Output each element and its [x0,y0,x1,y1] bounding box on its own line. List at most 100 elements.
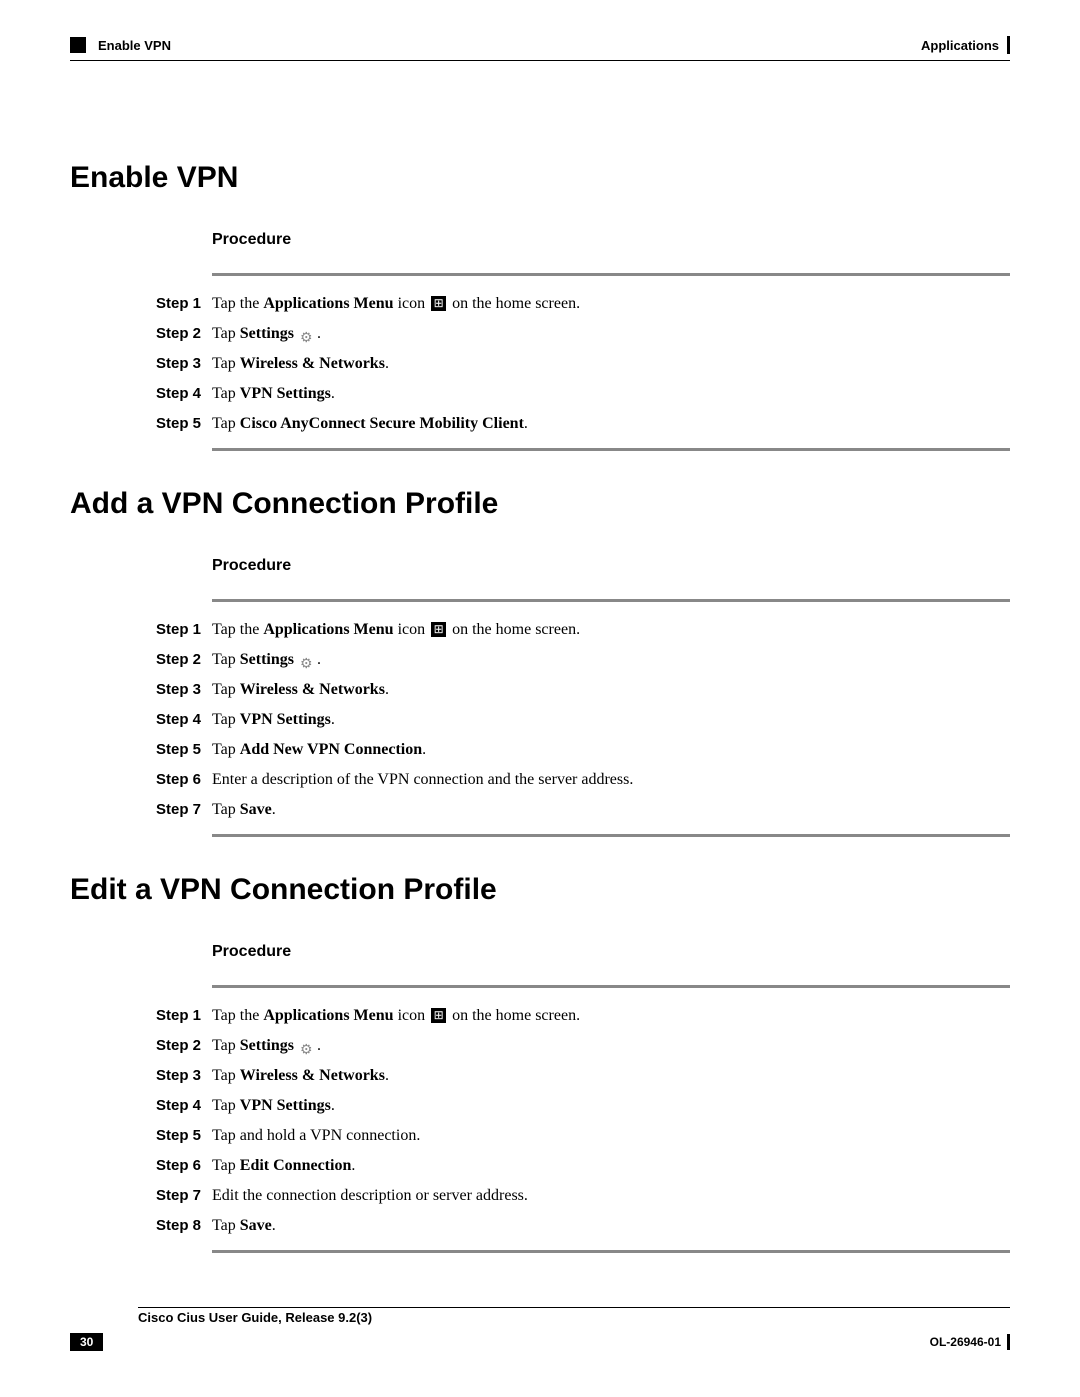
steps-rule-bottom [212,448,1010,451]
bold-text: Settings [240,325,294,342]
step-row: Step 8Tap Save. [156,1214,1010,1238]
step-text: Tap Settings . [212,1034,321,1058]
step-label: Step 5 [156,413,212,436]
section-title: Add a VPN Connection Profile [70,487,1010,521]
step-label: Step 4 [156,383,212,406]
steps-rule-top [212,985,1010,988]
steps-block: Step 1Tap the Applications Menu icon on … [156,985,1010,1253]
step-label: Step 4 [156,709,212,732]
bold-text: Cisco AnyConnect Secure Mobility Client [240,415,524,432]
step-row: Step 1Tap the Applications Menu icon on … [156,1004,1010,1028]
settings-icon [300,1038,315,1053]
apps-menu-icon [431,1008,446,1023]
step-label: Step 6 [156,1155,212,1178]
bold-text: Applications Menu [263,621,393,638]
step-text: Tap and hold a VPN connection. [212,1124,420,1148]
step-label: Step 5 [156,1125,212,1148]
bold-text: Wireless & Networks [240,681,385,698]
header-chapter-name: Applications [921,38,999,53]
steps-rule-bottom [212,834,1010,837]
steps-rule-bottom [212,1250,1010,1253]
step-label: Step 7 [156,799,212,822]
bold-text: Applications Menu [263,1007,393,1024]
step-label: Step 1 [156,1005,212,1028]
step-row: Step 6Tap Edit Connection. [156,1154,1010,1178]
steps-rule-top [212,599,1010,602]
square-marker-icon [70,37,86,53]
step-label: Step 8 [156,1215,212,1238]
bold-text: Save [240,801,272,818]
page-header: Enable VPN Applications [70,36,1010,54]
step-label: Step 2 [156,649,212,672]
step-text: Tap the Applications Menu icon on the ho… [212,1004,580,1028]
step-row: Step 2Tap Settings . [156,1034,1010,1058]
bold-text: Save [240,1217,272,1234]
doc-id-text: OL-26946-01 [930,1335,1001,1349]
bold-text: Settings [240,1037,294,1054]
step-row: Step 3Tap Wireless & Networks. [156,352,1010,376]
step-text: Edit the connection description or serve… [212,1184,528,1208]
doc-id-bar-icon [1007,1334,1010,1350]
step-text: Tap Add New VPN Connection. [212,738,426,762]
step-text: Tap VPN Settings. [212,1094,335,1118]
procedure-label: Procedure [212,557,1010,575]
page-footer: Cisco Cius User Guide, Release 9.2(3) 30… [70,1307,1010,1351]
settings-icon [300,326,315,341]
header-rule [70,60,1010,61]
footer-bottom: 30 OL-26946-01 [70,1333,1010,1351]
step-text: Tap the Applications Menu icon on the ho… [212,292,580,316]
step-label: Step 5 [156,739,212,762]
procedure-label: Procedure [212,231,1010,249]
section-title: Edit a VPN Connection Profile [70,873,1010,907]
step-label: Step 3 [156,679,212,702]
step-text: Tap Settings . [212,322,321,346]
step-row: Step 1Tap the Applications Menu icon on … [156,292,1010,316]
bold-text: Edit Connection [240,1157,352,1174]
settings-icon [300,652,315,667]
step-label: Step 2 [156,323,212,346]
step-label: Step 6 [156,769,212,792]
apps-menu-icon [431,296,446,311]
steps-rule-top [212,273,1010,276]
step-row: Step 5Tap Cisco AnyConnect Secure Mobili… [156,412,1010,436]
bold-text: Wireless & Networks [240,355,385,372]
steps-block: Step 1Tap the Applications Menu icon on … [156,599,1010,837]
bold-text: Wireless & Networks [240,1067,385,1084]
step-text: Tap Save. [212,798,276,822]
step-text: Tap Cisco AnyConnect Secure Mobility Cli… [212,412,528,436]
step-label: Step 7 [156,1185,212,1208]
bold-text: VPN Settings [240,385,331,402]
step-label: Step 1 [156,619,212,642]
footer-rule [138,1307,1010,1308]
step-text: Tap the Applications Menu icon on the ho… [212,618,580,642]
step-text: Enter a description of the VPN connectio… [212,768,633,792]
step-row: Step 2Tap Settings . [156,322,1010,346]
step-row: Step 7Tap Save. [156,798,1010,822]
step-text: Tap Settings . [212,648,321,672]
step-row: Step 2Tap Settings . [156,648,1010,672]
doc-id: OL-26946-01 [930,1334,1010,1350]
step-text: Tap Wireless & Networks. [212,352,389,376]
bold-text: Settings [240,651,294,668]
footer-doc-title: Cisco Cius User Guide, Release 9.2(3) [138,1310,1010,1325]
step-text: Tap Wireless & Networks. [212,1064,389,1088]
procedure-label: Procedure [212,943,1010,961]
bold-text: Add New VPN Connection [240,741,422,758]
step-row: Step 3Tap Wireless & Networks. [156,1064,1010,1088]
step-label: Step 1 [156,293,212,316]
step-row: Step 4Tap VPN Settings. [156,382,1010,406]
step-label: Step 4 [156,1095,212,1118]
step-label: Step 2 [156,1035,212,1058]
header-right: Applications [921,36,1010,54]
step-text: Tap VPN Settings. [212,382,335,406]
apps-menu-icon [431,622,446,637]
step-text: Tap VPN Settings. [212,708,335,732]
step-text: Tap Wireless & Networks. [212,678,389,702]
step-row: Step 7Edit the connection description or… [156,1184,1010,1208]
step-row: Step 1Tap the Applications Menu icon on … [156,618,1010,642]
step-row: Step 4Tap VPN Settings. [156,1094,1010,1118]
header-left: Enable VPN [70,37,171,53]
step-text: Tap Edit Connection. [212,1154,355,1178]
step-row: Step 3Tap Wireless & Networks. [156,678,1010,702]
step-label: Step 3 [156,1065,212,1088]
